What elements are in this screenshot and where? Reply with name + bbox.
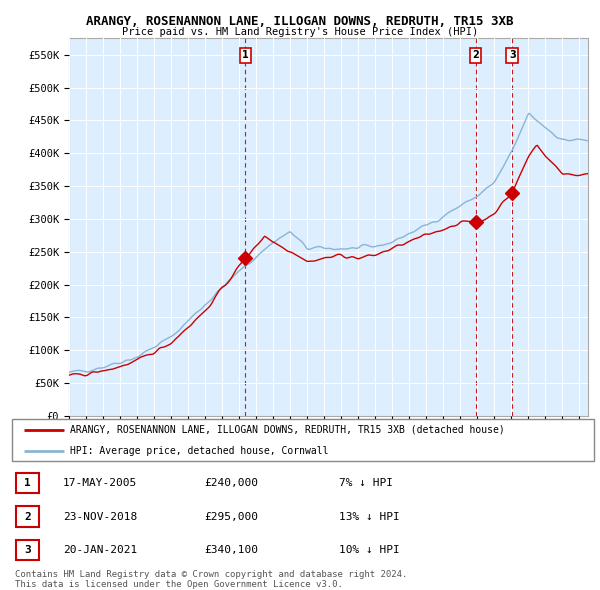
Text: 17-MAY-2005: 17-MAY-2005 [63,478,137,488]
Text: ARANGY, ROSENANNON LANE, ILLOGAN DOWNS, REDRUTH, TR15 3XB (detached house): ARANGY, ROSENANNON LANE, ILLOGAN DOWNS, … [70,425,505,434]
Text: 23-NOV-2018: 23-NOV-2018 [63,512,137,522]
Text: 2: 2 [24,512,31,522]
Text: 10% ↓ HPI: 10% ↓ HPI [339,545,400,555]
Text: HPI: Average price, detached house, Cornwall: HPI: Average price, detached house, Corn… [70,446,329,455]
Text: 2: 2 [472,50,479,60]
Text: 3: 3 [509,50,515,60]
Text: £240,000: £240,000 [204,478,258,488]
Text: Price paid vs. HM Land Registry's House Price Index (HPI): Price paid vs. HM Land Registry's House … [122,27,478,37]
Text: 7% ↓ HPI: 7% ↓ HPI [339,478,393,488]
Text: 1: 1 [24,478,31,488]
Text: ARANGY, ROSENANNON LANE, ILLOGAN DOWNS, REDRUTH, TR15 3XB: ARANGY, ROSENANNON LANE, ILLOGAN DOWNS, … [86,15,514,28]
Text: 3: 3 [24,545,31,555]
Text: 1: 1 [242,50,249,60]
Text: Contains HM Land Registry data © Crown copyright and database right 2024.
This d: Contains HM Land Registry data © Crown c… [15,570,407,589]
Text: £340,100: £340,100 [204,545,258,555]
Text: 13% ↓ HPI: 13% ↓ HPI [339,512,400,522]
Text: £295,000: £295,000 [204,512,258,522]
Text: 20-JAN-2021: 20-JAN-2021 [63,545,137,555]
